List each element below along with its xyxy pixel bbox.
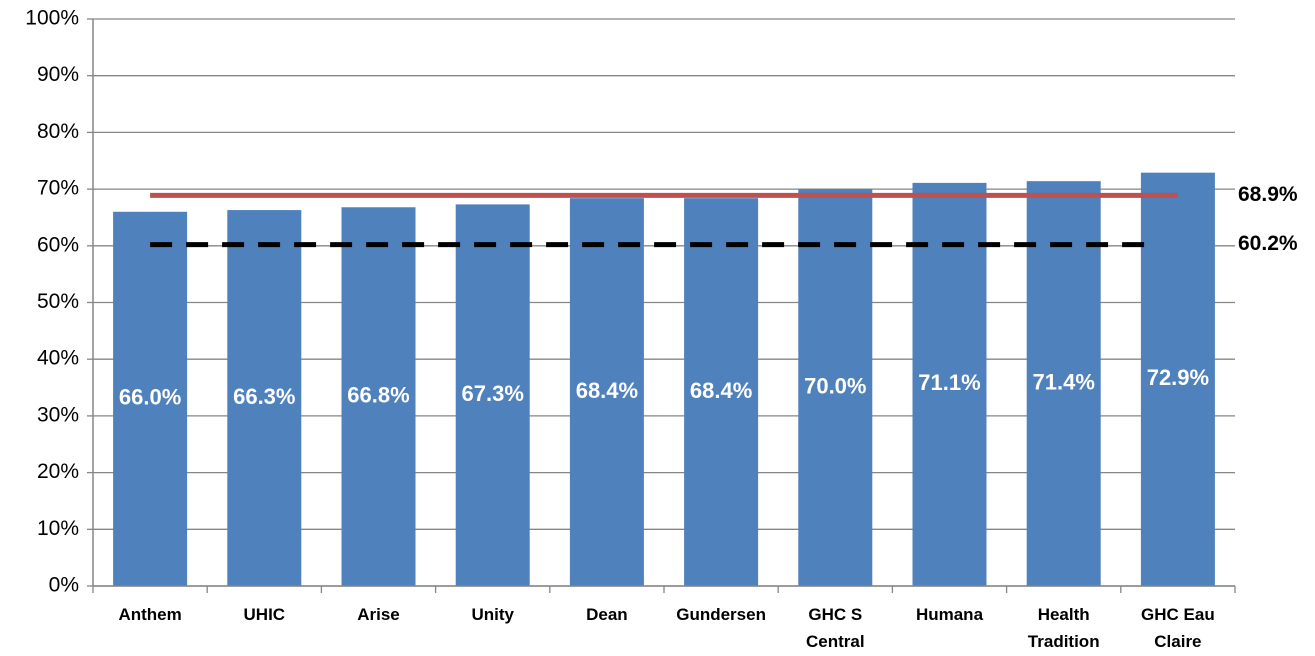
x-tick-label: GHC S Central <box>806 605 865 651</box>
bar <box>912 182 987 586</box>
bar <box>227 210 302 587</box>
y-tick-label: 20% <box>37 460 79 483</box>
x-tick-label: Arise <box>357 605 400 624</box>
x-tick-label: Humana <box>915 605 984 624</box>
data-label: 71.4% <box>1033 369 1095 394</box>
data-label: 66.0% <box>119 385 181 410</box>
data-label: 72.9% <box>1147 365 1209 390</box>
bar <box>684 198 759 586</box>
y-tick-label: 60% <box>37 233 79 256</box>
y-tick-label: 50% <box>37 290 79 313</box>
reference-label: 60.2% <box>1238 232 1298 255</box>
data-label: 71.1% <box>918 370 980 395</box>
bar <box>798 189 873 586</box>
data-label: 68.4% <box>576 378 638 403</box>
x-tick-label: UHIC <box>243 605 286 624</box>
bar <box>341 207 416 586</box>
x-tick-label: Unity <box>471 605 514 624</box>
y-tick-label: 90% <box>37 63 79 86</box>
bar <box>569 198 644 586</box>
y-tick-label: 10% <box>37 517 79 540</box>
bar <box>1140 172 1215 587</box>
x-tick-label: Health Tradition <box>1027 605 1100 651</box>
data-label: 66.8% <box>347 382 409 407</box>
bar <box>455 204 530 586</box>
bar <box>1026 181 1101 587</box>
data-label: 66.3% <box>233 384 295 409</box>
bar <box>113 211 188 586</box>
x-tick-label: Gundersen <box>676 605 766 624</box>
x-tick-label: Anthem <box>118 605 182 624</box>
y-tick-label: 30% <box>37 403 79 426</box>
y-tick-label: 80% <box>37 120 79 143</box>
data-label: 70.0% <box>804 373 866 398</box>
data-label: 68.4% <box>690 378 752 403</box>
y-tick-label: 0% <box>49 574 79 597</box>
x-tick-label: Dean <box>586 605 628 624</box>
y-tick-label: 40% <box>37 347 79 370</box>
data-label: 67.3% <box>462 381 524 406</box>
y-tick-label: 70% <box>37 177 79 200</box>
y-tick-label: 100% <box>25 7 79 30</box>
reference-label: 68.9% <box>1238 183 1298 206</box>
x-tick-label: GHC Eau Claire <box>1141 605 1215 651</box>
